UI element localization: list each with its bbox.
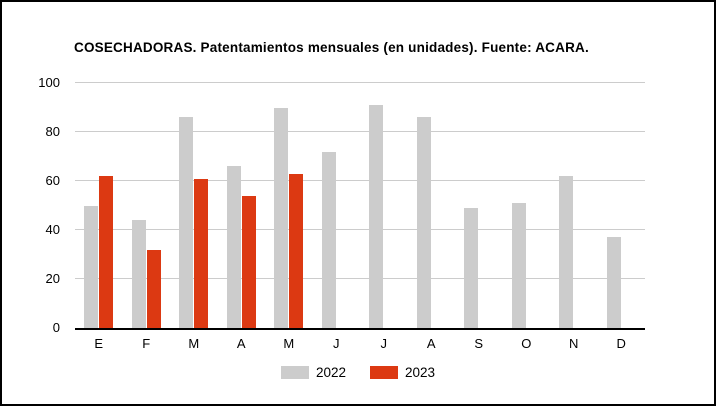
y-tick-label: 0 [52,320,60,335]
legend-label: 2022 [315,365,346,380]
bar-2022-m4 [274,107,289,328]
bar-2022-o9 [511,203,526,328]
bar-slots [75,83,645,328]
gridline [75,131,645,132]
legend-swatch-2022 [280,366,309,379]
month-group-s8 [455,83,503,328]
month-group-m2 [170,83,218,328]
month-group-m4 [265,83,313,328]
bar-2023-m2 [194,178,209,328]
month-group-d11 [598,83,646,328]
bar-2023-m4 [289,173,304,328]
legend-swatch-2023 [370,366,398,379]
month-group-f1 [123,83,171,328]
legend-item-2022: 2022 [280,365,346,380]
legend-label: 2023 [405,365,436,380]
month-group-e0 [75,83,123,328]
x-tick-label-8: S [474,336,484,351]
bar-2022-j5 [321,151,336,328]
bar-2022-m2 [179,117,194,328]
month-group-a3 [218,83,266,328]
x-tick-label-2: M [188,336,200,351]
month-group-a7 [408,83,456,328]
bar-2022-a7 [416,117,431,328]
legend-item-2023: 2023 [370,365,435,380]
y-tick-label: 60 [45,173,60,188]
gridline [75,180,645,181]
bar-2022-n10 [559,176,574,328]
bar-2022-j6 [369,105,384,328]
bar-2022-s8 [464,207,479,328]
plot-area [75,82,645,330]
y-tick-label: 80 [45,124,60,139]
x-tick-label-4: M [283,336,295,351]
x-tick-label-5: J [333,336,340,351]
chart-title: COSECHADORAS. Patentamientos mensuales (… [74,40,589,55]
bar-2022-a3 [226,166,241,328]
bar-2023-a3 [241,195,256,328]
x-tick-label-3: A [236,336,246,351]
y-tick-label: 40 [45,222,60,237]
month-group-o9 [503,83,551,328]
x-tick-label-7: A [426,336,436,351]
y-tick-label: 20 [45,271,60,286]
x-tick-label-10: N [569,336,579,351]
month-group-j5 [313,83,361,328]
bar-2022-d11 [606,237,621,328]
x-tick-label-0: E [94,336,104,351]
y-tick-label: 100 [38,75,60,90]
bar-2022-e0 [84,205,99,328]
gridline [75,82,645,83]
bar-2023-e0 [99,176,114,328]
x-tick-label-1: F [142,336,151,351]
month-group-j6 [360,83,408,328]
gridline [75,229,645,230]
legend: 2022 2023 [2,365,714,380]
x-tick-label-11: D [616,336,626,351]
y-axis: 0 20 40 60 80 100 [16,75,60,335]
gridline [75,278,645,279]
bar-2023-f1 [146,249,161,328]
bar-2022-f1 [131,220,146,328]
month-group-n10 [550,83,598,328]
x-tick-label-9: O [521,336,532,351]
x-tick-label-6: J [380,336,388,351]
